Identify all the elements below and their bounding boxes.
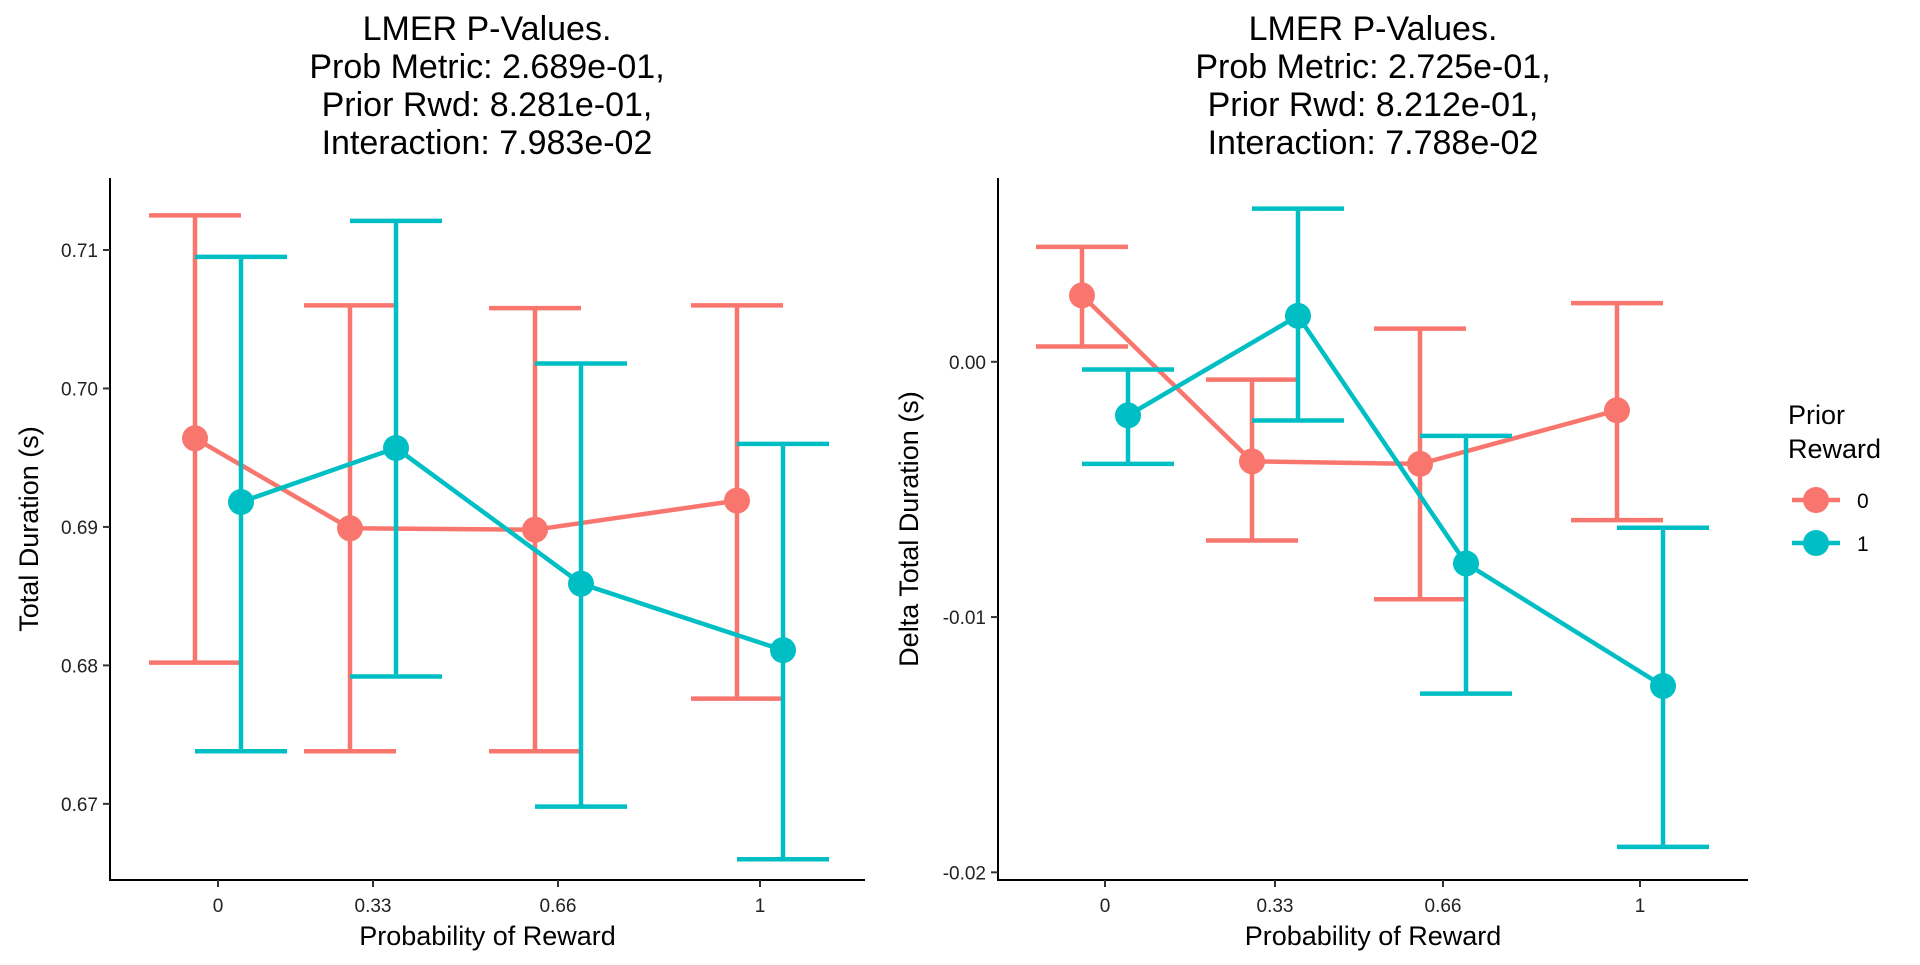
- data-point: [1604, 397, 1630, 424]
- data-point: [568, 570, 594, 597]
- legend-key-point: [1803, 530, 1829, 556]
- x-axis-title: Probability of Reward: [1245, 921, 1502, 951]
- x-tick-label: 1: [755, 896, 766, 917]
- series-line: [193, 436, 738, 532]
- data-point: [383, 435, 409, 461]
- y-tick-label: 0.69: [61, 518, 98, 539]
- data-point: [337, 515, 363, 542]
- y-tick-label: 0.00: [949, 353, 986, 374]
- series-0: [1036, 244, 1663, 602]
- chart-title-line: Prior Rwd: 8.281e-01,: [322, 86, 653, 124]
- y-tick-label: -0.01: [943, 608, 986, 629]
- legend-title-line2: Reward: [1788, 434, 1881, 464]
- data-point: [1650, 672, 1676, 699]
- y-axis-title: Total Duration (s): [14, 426, 44, 632]
- data-point: [228, 489, 254, 515]
- y-tick-label: 0.70: [61, 379, 98, 400]
- chart-title-line: LMER P-Values.: [363, 10, 612, 48]
- series-1: [195, 218, 829, 862]
- chart-title-line: LMER P-Values.: [1249, 10, 1498, 48]
- chart-panel-2: LMER P-Values.Prob Metric: 2.725e-01,Pri…: [894, 10, 1748, 951]
- data-point: [182, 425, 208, 452]
- legend-label: 0: [1857, 490, 1869, 513]
- x-axis-title: Probability of Reward: [359, 921, 616, 951]
- x-tick-label: 0: [213, 896, 224, 917]
- data-point: [724, 487, 750, 514]
- x-tick-label: 0.66: [1425, 896, 1462, 917]
- x-tick-label: 0: [1100, 896, 1111, 917]
- data-point: [770, 637, 796, 664]
- series-line: [1126, 313, 1665, 688]
- y-tick-label: -0.02: [943, 863, 986, 884]
- legend: Prior Reward 0 1: [1788, 400, 1881, 556]
- legend-key-point: [1803, 487, 1829, 513]
- y-tick-label: 0.71: [61, 241, 98, 262]
- series-1: [1082, 206, 1709, 850]
- x-tick-label: 1: [1635, 896, 1646, 917]
- legend-label: 1: [1857, 533, 1869, 556]
- legend-title-line1: Prior: [1788, 400, 1845, 430]
- y-tick-label: 0.68: [61, 656, 98, 677]
- chart-title-line: Prob Metric: 2.689e-01,: [309, 48, 664, 86]
- y-axis-title: Delta Total Duration (s): [894, 391, 924, 667]
- chart-title-line: Prior Rwd: 8.212e-01,: [1208, 86, 1539, 124]
- data-point: [1453, 550, 1479, 577]
- chart-title-line: Interaction: 7.788e-02: [1208, 124, 1539, 162]
- series-0: [149, 213, 783, 754]
- data-point: [522, 516, 548, 543]
- y-tick-label: 0.67: [61, 795, 98, 816]
- x-tick-label: 0.33: [1257, 896, 1294, 917]
- chart-title-line: Interaction: 7.983e-02: [322, 124, 653, 162]
- series-line: [1080, 293, 1618, 467]
- x-tick-label: 0.66: [540, 896, 577, 917]
- data-point: [1407, 450, 1433, 477]
- data-point: [1115, 402, 1141, 429]
- x-tick-label: 0.33: [355, 896, 392, 917]
- data-point: [1285, 302, 1311, 329]
- chart-title-line: Prob Metric: 2.725e-01,: [1195, 48, 1550, 86]
- data-point: [1239, 448, 1265, 475]
- chart-panel-1: LMER P-Values.Prob Metric: 2.689e-01,Pri…: [14, 10, 865, 951]
- data-point: [1069, 282, 1095, 309]
- series-line: [240, 445, 784, 653]
